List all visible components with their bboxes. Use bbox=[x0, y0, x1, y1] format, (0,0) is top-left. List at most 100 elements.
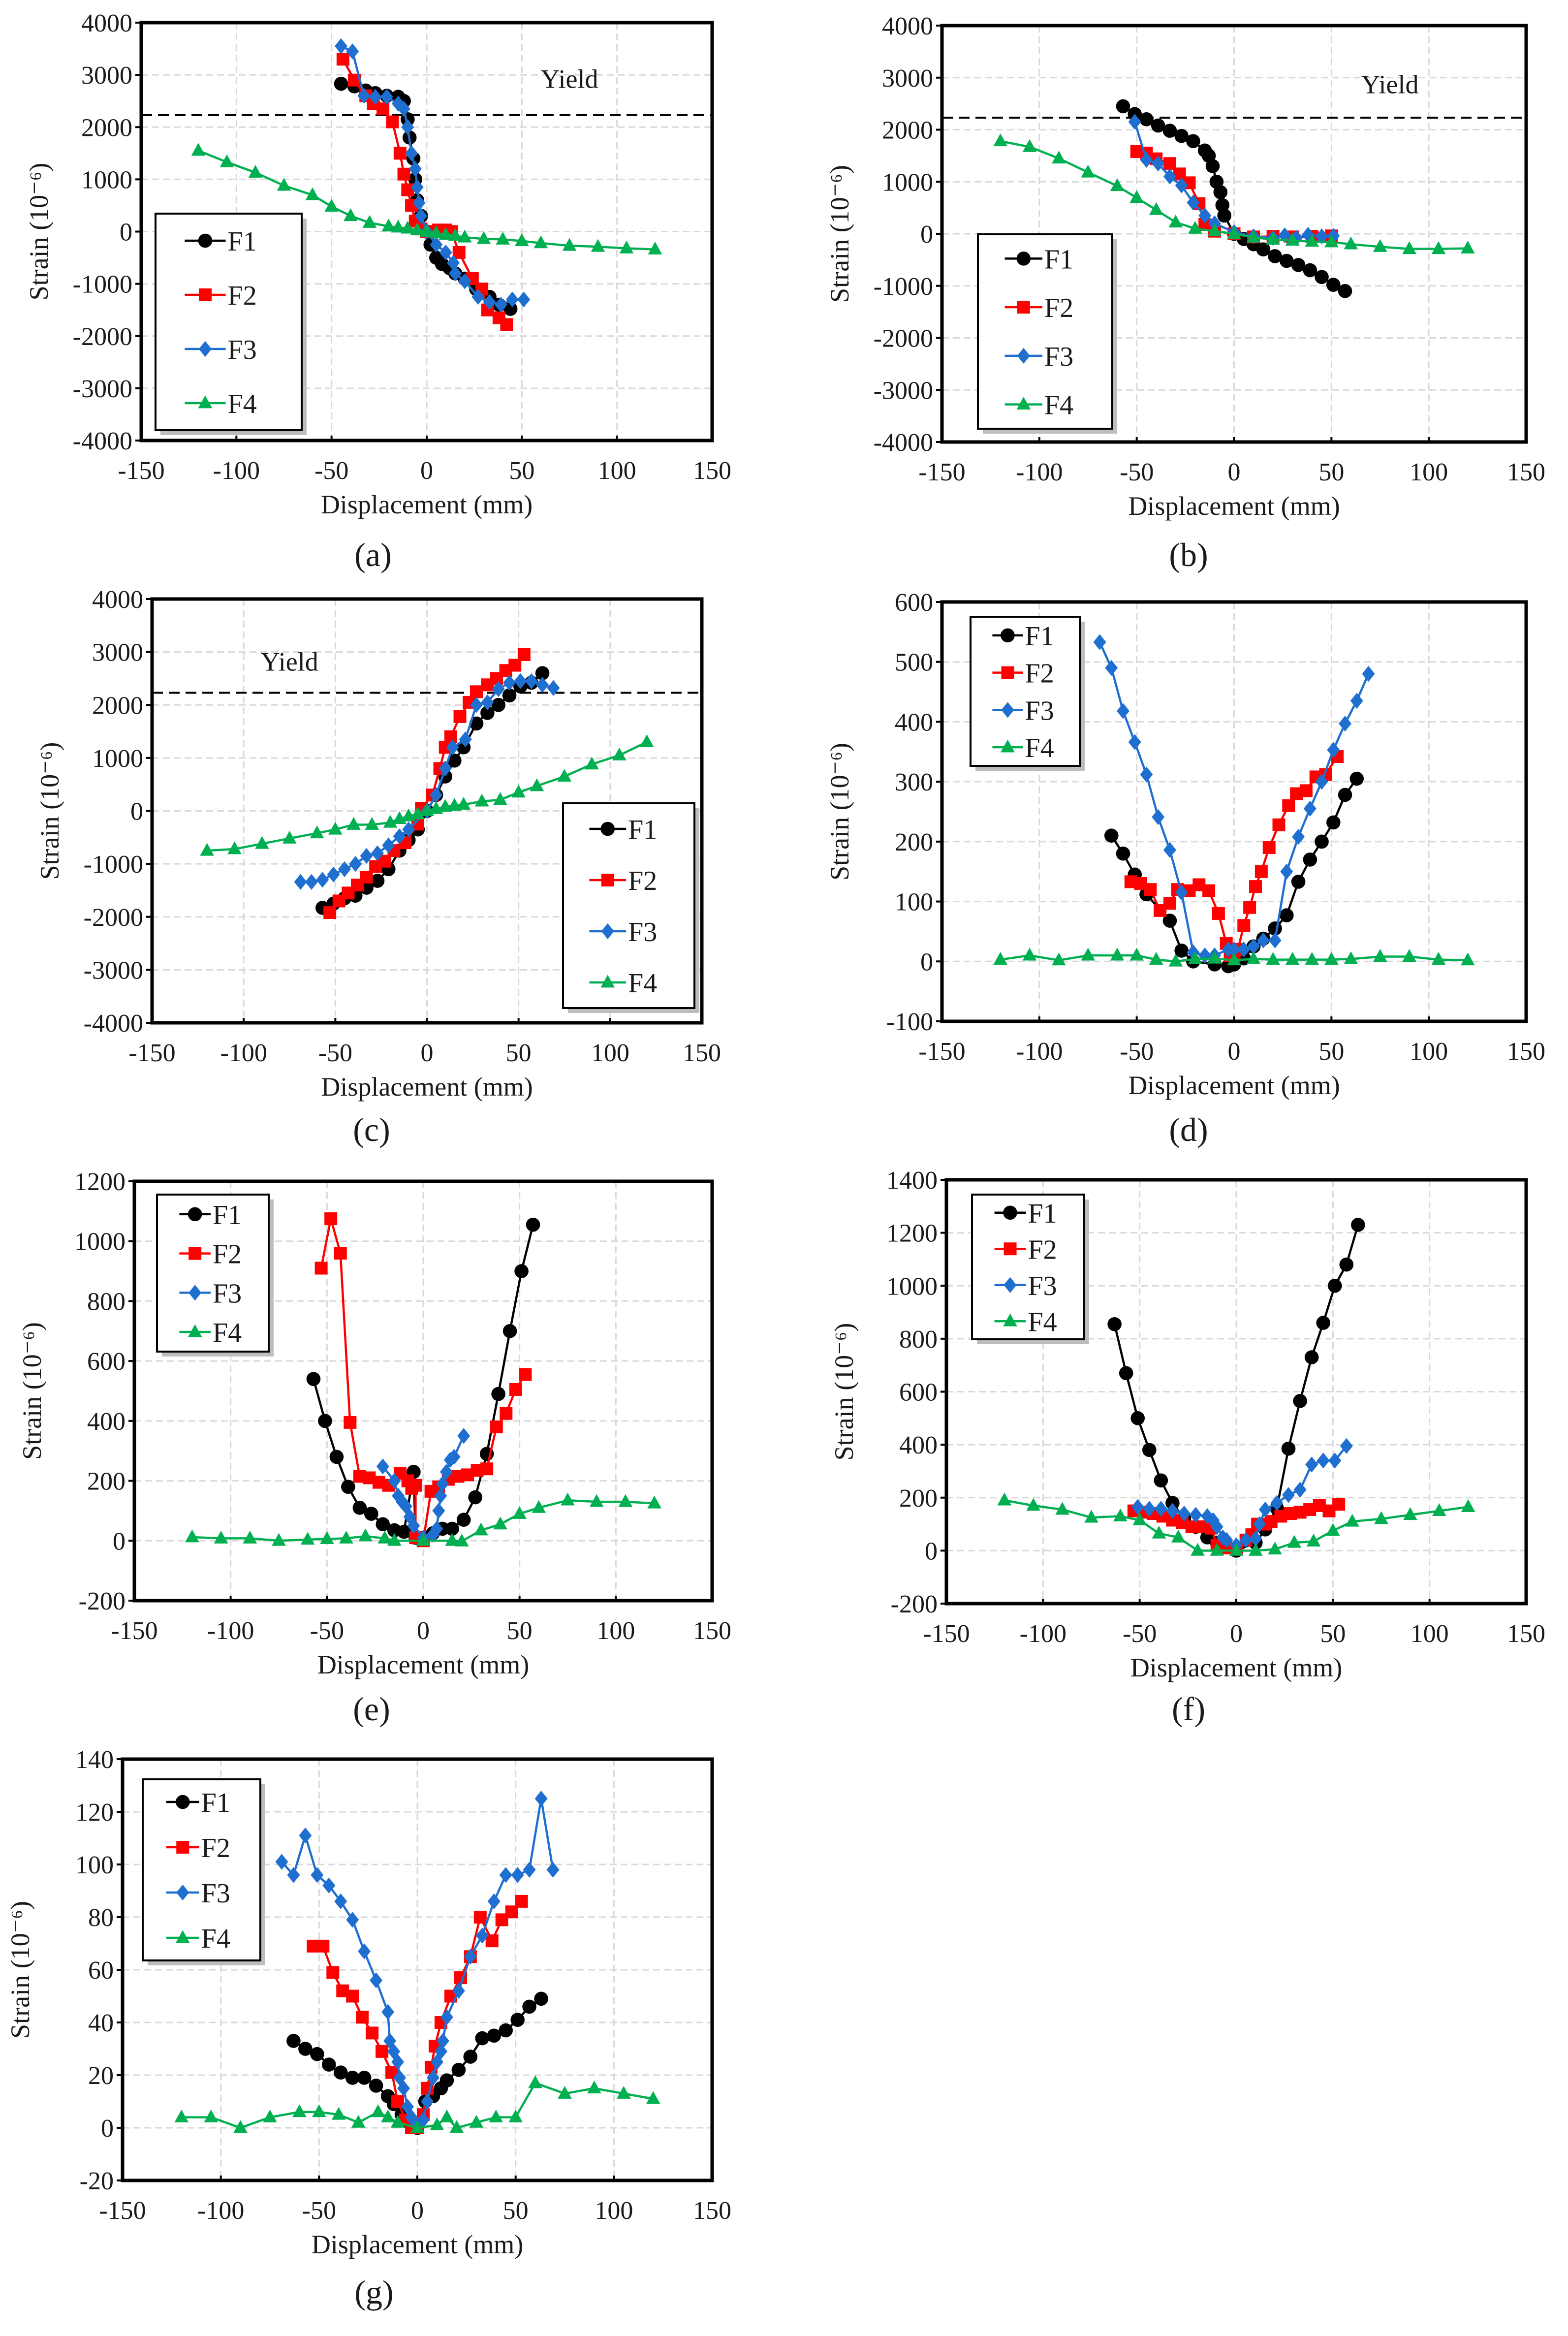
data-point-f4 bbox=[1152, 1525, 1166, 1539]
y-tick-label: 1200 bbox=[74, 1168, 125, 1196]
data-point-f2 bbox=[393, 147, 407, 160]
data-point-f3 bbox=[1152, 156, 1165, 172]
series-f4 bbox=[191, 143, 662, 254]
data-point-f3 bbox=[401, 119, 414, 135]
data-point-f3 bbox=[412, 195, 426, 211]
x-tick-label: -150 bbox=[99, 2197, 146, 2225]
data-point-f1 bbox=[364, 1507, 378, 1521]
y-tick-label: -2000 bbox=[84, 904, 143, 932]
data-point-f3 bbox=[1282, 1487, 1295, 1503]
data-point-f4 bbox=[1227, 226, 1241, 239]
data-point-f3 bbox=[525, 673, 538, 689]
data-point-f2 bbox=[409, 1479, 422, 1492]
data-point-f4 bbox=[1026, 1498, 1040, 1511]
x-axis-title: Displacement (mm) bbox=[317, 1650, 529, 1679]
series-f4 bbox=[993, 947, 1475, 967]
legend-box bbox=[970, 616, 1081, 767]
data-point-f1 bbox=[345, 2071, 360, 2085]
data-point-f3 bbox=[458, 273, 471, 289]
data-point-f3 bbox=[1278, 227, 1291, 244]
series-line-f3 bbox=[1133, 121, 1334, 239]
data-point-f3 bbox=[1315, 228, 1328, 245]
data-point-f4 bbox=[1266, 232, 1280, 245]
series-f4 bbox=[993, 133, 1475, 254]
data-point-f2 bbox=[366, 2026, 379, 2040]
data-point-f3 bbox=[335, 38, 347, 54]
data-point-f2 bbox=[401, 183, 414, 196]
legend-box bbox=[562, 802, 695, 1009]
y-tick-label: 2000 bbox=[92, 692, 143, 720]
data-point-f1 bbox=[306, 1372, 321, 1386]
y-tick-label: 1000 bbox=[81, 166, 132, 194]
data-point-f4 bbox=[1022, 139, 1037, 152]
y-tick-label: 800 bbox=[899, 1326, 938, 1354]
data-point-f3 bbox=[1237, 941, 1251, 958]
y-tick-label: 3000 bbox=[92, 639, 143, 667]
data-point-f1 bbox=[1130, 1411, 1145, 1425]
data-point-f3 bbox=[1131, 1499, 1144, 1515]
data-point-f4 bbox=[1461, 241, 1475, 254]
data-point-f3 bbox=[1270, 1495, 1284, 1511]
legend-marker-f1 bbox=[1003, 1205, 1017, 1220]
legend-marker-f4 bbox=[600, 975, 615, 988]
y-tick-label: -3000 bbox=[874, 377, 933, 405]
data-point-f3 bbox=[1268, 932, 1282, 948]
data-point-f1 bbox=[535, 666, 550, 680]
data-point-f4 bbox=[1402, 241, 1416, 254]
data-point-f1 bbox=[1316, 1316, 1330, 1330]
data-point-f4 bbox=[1305, 234, 1319, 247]
data-point-f1 bbox=[1217, 208, 1232, 223]
data-point-f2 bbox=[1254, 865, 1268, 878]
legend-box bbox=[155, 213, 303, 431]
x-tick-label: -150 bbox=[918, 1038, 965, 1066]
data-point-f4 bbox=[344, 208, 358, 221]
x-tick-label: 100 bbox=[1410, 1038, 1448, 1066]
data-point-f3 bbox=[346, 1912, 359, 1928]
data-point-f2 bbox=[490, 1421, 503, 1434]
data-point-f4 bbox=[1344, 951, 1358, 964]
y-tick-label: 0 bbox=[101, 2115, 114, 2143]
yield-label: Yield bbox=[541, 64, 598, 94]
x-axis-title: Displacement (mm) bbox=[1128, 491, 1340, 521]
plot-frame bbox=[121, 1757, 714, 2182]
data-point-f2 bbox=[336, 53, 349, 66]
data-point-f3 bbox=[327, 866, 340, 883]
data-point-f3 bbox=[1152, 809, 1165, 825]
data-point-f1 bbox=[480, 706, 495, 720]
data-point-f2 bbox=[316, 1939, 330, 1953]
data-point-f1 bbox=[298, 2042, 313, 2056]
data-point-f4 bbox=[430, 2117, 444, 2131]
data-point-f3 bbox=[446, 739, 459, 756]
data-point-f3 bbox=[487, 1893, 501, 1910]
data-point-f3 bbox=[1198, 947, 1212, 964]
y-tick-label: 1200 bbox=[886, 1220, 938, 1248]
data-point-f4 bbox=[381, 219, 396, 232]
data-point-f4 bbox=[454, 1533, 469, 1547]
y-tick-label: 60 bbox=[88, 1957, 114, 1985]
legend-marker-f3 bbox=[176, 1884, 189, 1901]
data-point-f3 bbox=[430, 1520, 443, 1537]
data-point-f4 bbox=[1305, 952, 1319, 965]
data-point-f4 bbox=[448, 228, 463, 241]
panel-label: (f) bbox=[1172, 1690, 1205, 1728]
data-point-f1 bbox=[475, 2031, 490, 2046]
y-tick-label: 1000 bbox=[882, 168, 933, 196]
data-point-f3 bbox=[1247, 938, 1260, 954]
data-point-f1 bbox=[1293, 1394, 1307, 1408]
data-point-f4 bbox=[263, 2110, 277, 2122]
y-tick-label: 800 bbox=[87, 1288, 125, 1316]
series-f1 bbox=[1104, 771, 1364, 974]
y-tick-label: 3000 bbox=[882, 64, 933, 93]
legend-box bbox=[971, 1194, 1085, 1340]
y-tick-label: 100 bbox=[75, 1851, 114, 1879]
data-point-f1 bbox=[439, 2073, 454, 2088]
data-point-f4 bbox=[508, 2110, 523, 2122]
data-point-f4 bbox=[1287, 1535, 1302, 1548]
x-tick-label: 0 bbox=[411, 2197, 424, 2225]
data-point-f4 bbox=[515, 233, 529, 247]
legend-marker-f2 bbox=[188, 1247, 202, 1260]
legend-marker-f1 bbox=[1016, 252, 1031, 266]
data-point-f2 bbox=[1237, 919, 1251, 932]
data-point-f4 bbox=[561, 1492, 575, 1506]
chart-panel-e: -150 -100 -50 0 50 100 150 -200 0 200 400 600 800 100… bbox=[17, 1168, 731, 1728]
